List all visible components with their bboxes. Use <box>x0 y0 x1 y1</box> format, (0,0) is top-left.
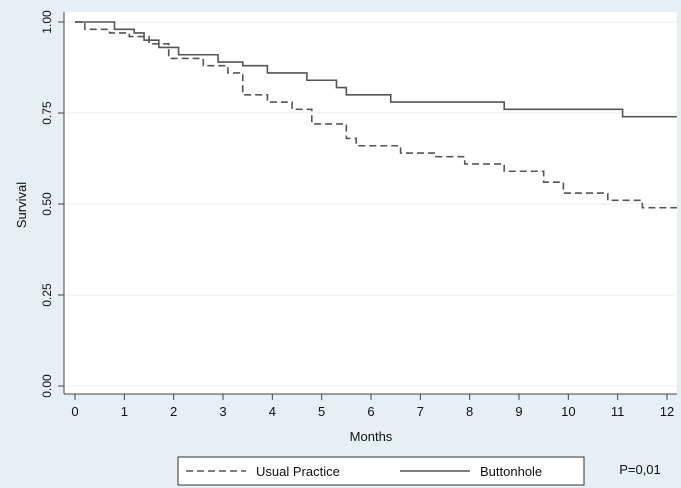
y-tick-label: 0.75 <box>40 101 54 125</box>
x-tick-label: 0 <box>71 404 78 419</box>
x-tick-label: 1 <box>121 404 128 419</box>
series-line-buttonhole <box>75 21 677 118</box>
x-tick-label: 5 <box>318 404 325 419</box>
x-tick-label: 2 <box>170 404 177 419</box>
x-tick-label: 11 <box>611 404 625 419</box>
legend: Usual Practice Buttonhole <box>177 456 585 486</box>
x-tick-label: 6 <box>367 404 374 419</box>
x-tick-label: 3 <box>219 404 226 419</box>
x-tick-label: 4 <box>269 404 276 419</box>
x-axis-label: Months <box>350 429 393 444</box>
series-lines <box>75 21 677 209</box>
plot-area <box>64 12 677 394</box>
y-axis-label: Survival <box>14 182 29 228</box>
y-ticks: 0.00 0.25 0.50 0.75 1.00 <box>40 10 64 398</box>
x-tick-label: 9 <box>515 404 522 419</box>
series-line-usual-practice <box>75 21 677 209</box>
legend-label: Buttonhole <box>480 464 542 479</box>
y-tick-label: 1.00 <box>40 10 54 34</box>
x-ticks: 0 1 2 3 4 5 6 7 8 9 10 11 12 <box>71 394 674 419</box>
y-tick-label: 0.00 <box>40 374 54 398</box>
legend-label: Usual Practice <box>256 464 340 479</box>
x-tick-label: 8 <box>466 404 473 419</box>
x-tick-label: 7 <box>417 404 424 419</box>
grid-lines <box>64 21 677 387</box>
y-tick-label: 0.25 <box>40 283 54 307</box>
y-tick-label: 0.50 <box>40 192 54 216</box>
x-tick-label: 12 <box>660 404 674 419</box>
x-tick-label: 10 <box>561 404 575 419</box>
p-value-annotation: P=0,01 <box>619 462 661 477</box>
legend-items: Usual Practice Buttonhole <box>186 464 542 479</box>
